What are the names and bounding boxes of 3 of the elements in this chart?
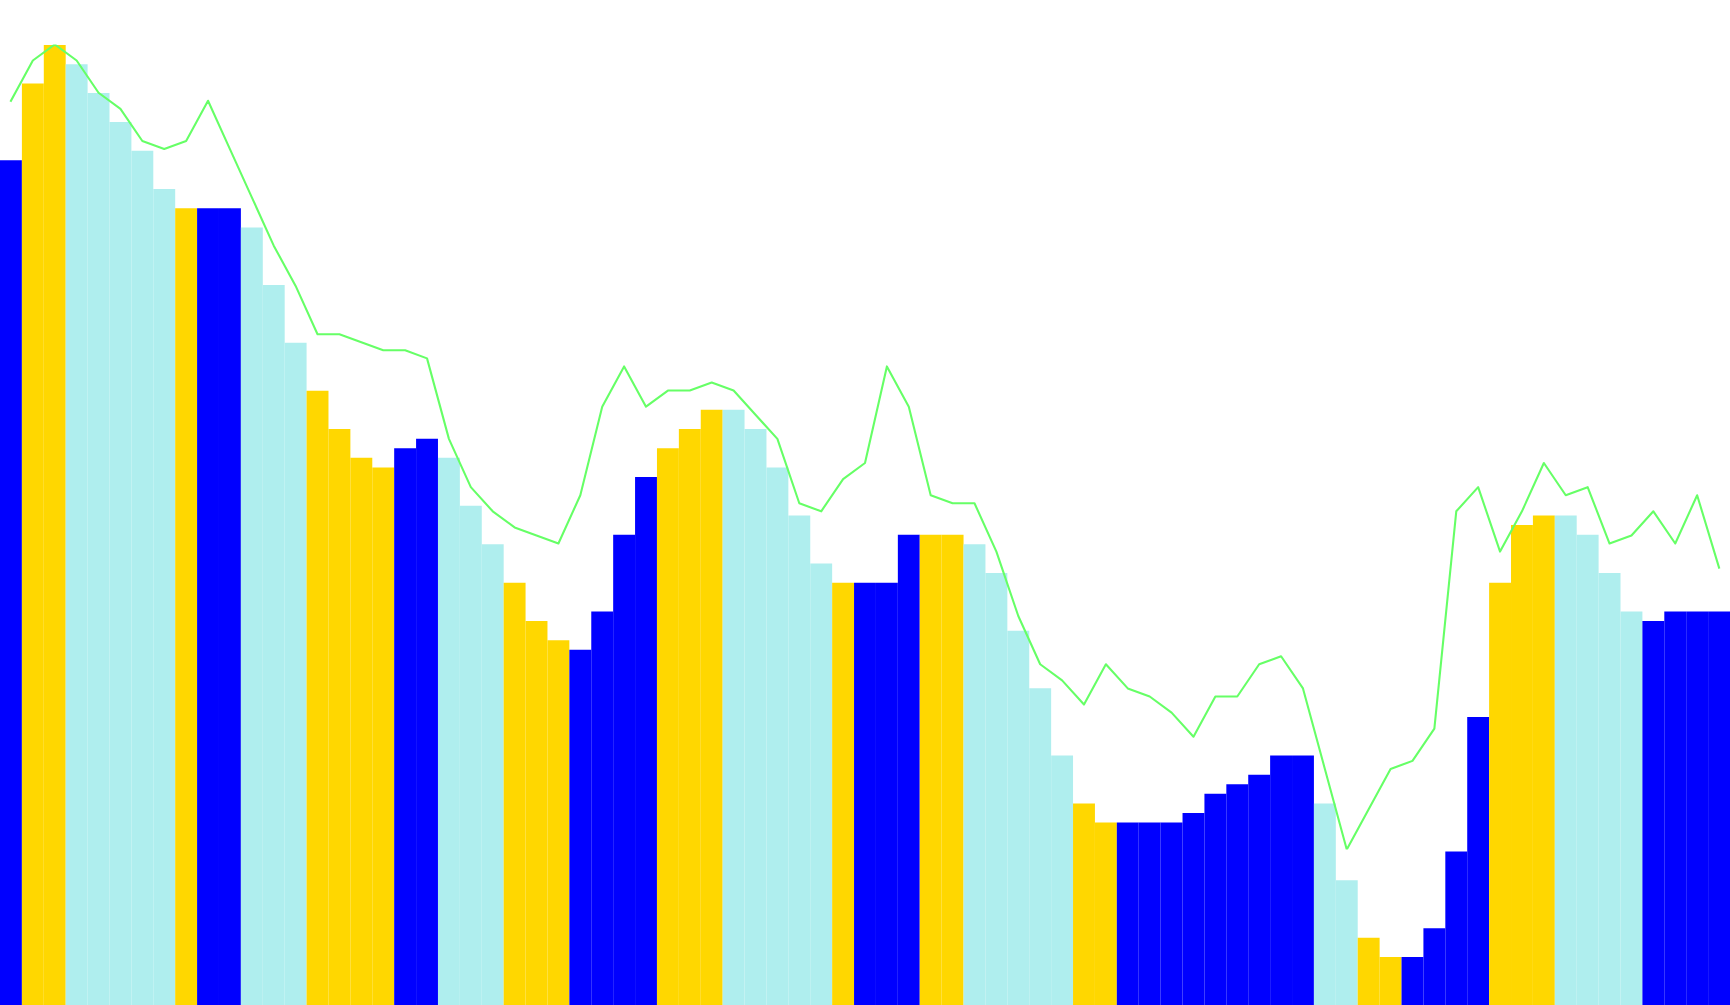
bar	[175, 208, 198, 1005]
bar	[0, 160, 22, 1005]
bar	[832, 582, 855, 1005]
